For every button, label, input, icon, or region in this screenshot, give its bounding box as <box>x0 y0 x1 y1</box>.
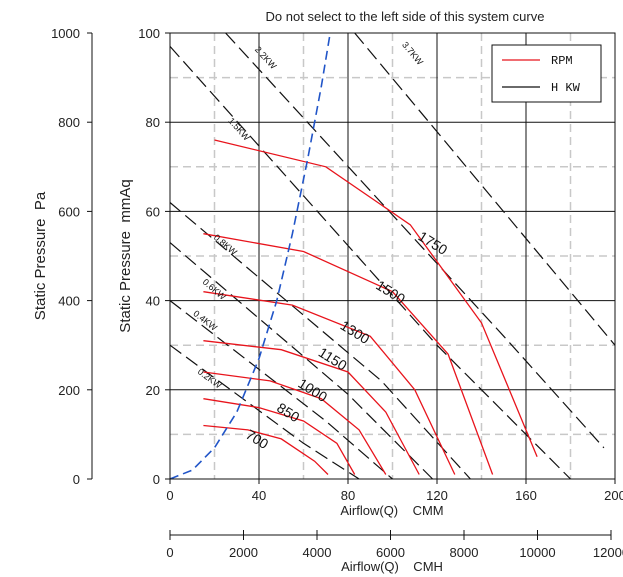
kw-lines <box>169 32 616 480</box>
kw-line <box>354 32 616 346</box>
rpm-label: 1750 <box>416 228 451 258</box>
y2-tick-label: 200 <box>58 383 80 398</box>
y-tick-label: 80 <box>146 115 160 130</box>
rpm-line <box>203 424 329 475</box>
kw-line <box>169 46 571 480</box>
kw-label: 0.2KW <box>196 366 224 390</box>
y2-tick-label: 0 <box>73 472 80 487</box>
x-axis-title: Airflow(Q) CMM <box>340 503 443 518</box>
x-tick-label: 120 <box>426 488 448 503</box>
rpm-line <box>203 233 494 475</box>
x2-tick-label: 8000 <box>450 545 479 560</box>
x2-tick-label: 0 <box>166 545 173 560</box>
rpm-line <box>214 139 538 457</box>
y2-axis-title: Static Pressure Pa <box>32 191 49 320</box>
x-tick-label: 200 <box>604 488 623 503</box>
x2-tick-label: 2000 <box>229 545 258 560</box>
y-tick-label: 60 <box>146 204 160 219</box>
x-tick-label: 0 <box>166 488 173 503</box>
rpm-label: 1150 <box>316 344 350 374</box>
legend: RPM H KW <box>491 44 602 103</box>
kw-line <box>225 32 605 449</box>
x-tick-label: 80 <box>341 488 355 503</box>
y-axis-title: Static Pressure mmAq <box>117 179 134 332</box>
kw-line <box>169 202 471 480</box>
x-tick-label: 160 <box>515 488 537 503</box>
y-axis-ticks: 0 20 40 60 80 100 <box>138 26 170 487</box>
system-curve-line <box>169 32 331 480</box>
secondary-y-axis: 0 200 400 600 800 1000 <box>51 26 93 487</box>
kw-label: 0.8KW <box>212 232 239 257</box>
kw-label: 3.7KW <box>400 40 425 68</box>
y2-tick-label: 400 <box>58 294 80 309</box>
plot-frame <box>169 32 616 480</box>
y2-tick-label: 600 <box>58 204 80 219</box>
rpm-label: 1300 <box>338 317 373 347</box>
rpm-lines <box>203 139 538 475</box>
x2-tick-label: 10000 <box>519 545 555 560</box>
rpm-line <box>203 340 420 475</box>
y-tick-label: 0 <box>153 472 160 487</box>
y-tick-label: 40 <box>146 294 160 309</box>
x2-axis-title: Airflow(Q) CMH <box>341 559 443 574</box>
chart-title: Do not select to the left side of this s… <box>266 9 545 24</box>
x-tick-label: 40 <box>252 488 266 503</box>
legend-box <box>491 44 602 103</box>
y2-tick-label: 800 <box>58 115 80 130</box>
x-axis-ticks: 0 40 80 120 160 200 <box>166 479 623 503</box>
system-curve <box>169 32 331 480</box>
x2-tick-label: 6000 <box>376 545 405 560</box>
rpm-line <box>203 371 387 475</box>
rpm-label: 1500 <box>373 277 408 307</box>
legend-kw-label: H KW <box>551 81 581 95</box>
rpm-line <box>203 291 456 475</box>
x2-tick-label: 4000 <box>303 545 332 560</box>
y-tick-label: 100 <box>138 26 160 41</box>
legend-rpm-label: RPM <box>551 54 573 68</box>
kw-line <box>169 300 393 480</box>
y-tick-label: 20 <box>146 383 160 398</box>
kw-line <box>169 344 360 480</box>
kw-line <box>169 242 434 480</box>
kw-label: 1.5KW <box>226 116 252 143</box>
rpm-label: 850 <box>274 399 302 425</box>
rpm-label: 1000 <box>295 375 330 405</box>
y2-tick-label: 1000 <box>51 26 80 41</box>
